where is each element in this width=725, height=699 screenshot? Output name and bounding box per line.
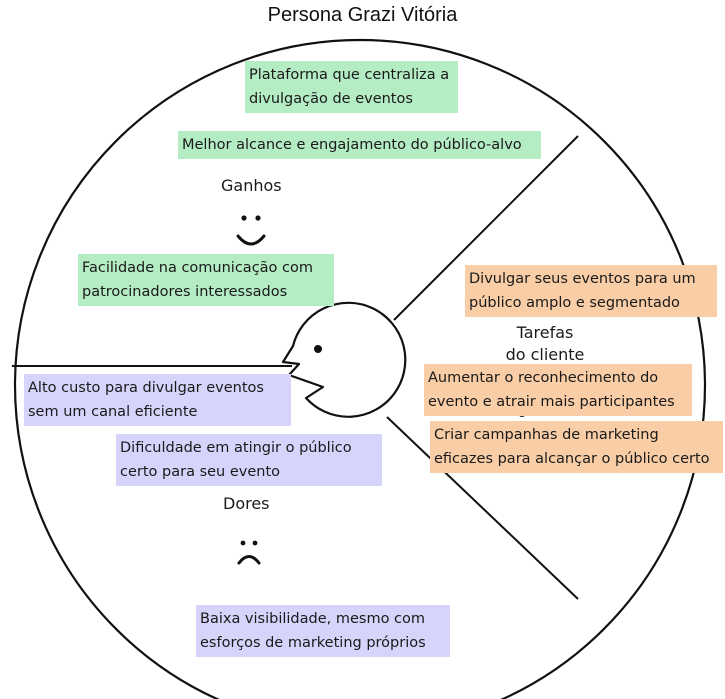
gain-note-centralized-platform: Plataforma que centraliza a divulgação d… bbox=[245, 61, 458, 113]
profile-circle bbox=[14, 39, 706, 699]
note-text: Criar campanhas de marketing eficazes pa… bbox=[434, 427, 710, 467]
pains-label: Dores bbox=[223, 494, 270, 513]
divider-upper-right bbox=[393, 135, 579, 321]
smiley-face-icon bbox=[236, 215, 266, 246]
note-text: Alto custo para divulgar eventos sem um … bbox=[28, 380, 264, 420]
gains-label: Ganhos bbox=[221, 176, 282, 195]
note-text: Facilidade na comunicação com patrocinad… bbox=[82, 260, 314, 300]
gain-note-better-reach: Melhor alcance e engajamento do público-… bbox=[178, 131, 541, 159]
note-text: Aumentar o reconhecimento do evento e at… bbox=[428, 370, 675, 410]
customer-head-icon bbox=[281, 301, 407, 418]
jobs-label-line2: do cliente bbox=[505, 345, 585, 364]
jobs-label: Tarefas do cliente bbox=[500, 322, 590, 366]
pain-note-high-cost: Alto custo para divulgar eventos sem um … bbox=[24, 374, 291, 426]
job-note-marketing-campaigns: Criar campanhas de marketing eficazes pa… bbox=[430, 421, 723, 473]
sad-face-icon bbox=[237, 540, 261, 565]
job-note-promote-events: Divulgar seus eventos para um público am… bbox=[465, 265, 717, 317]
job-note-increase-recognition: Aumentar o reconhecimento do evento e at… bbox=[424, 364, 692, 416]
customer-eye-icon bbox=[314, 345, 322, 353]
note-text: Dificuldade em atingir o público certo p… bbox=[120, 440, 352, 480]
note-text: Baixa visibilidade, mesmo com esforços d… bbox=[200, 611, 426, 651]
pain-note-reaching-audience: Dificuldade em atingir o público certo p… bbox=[116, 434, 382, 486]
note-text: Melhor alcance e engajamento do público-… bbox=[182, 137, 522, 153]
note-text: Plataforma que centraliza a divulgação d… bbox=[249, 67, 450, 107]
page-title: Persona Grazi Vitória bbox=[267, 4, 458, 26]
note-text: Divulgar seus eventos para um público am… bbox=[469, 271, 696, 311]
divider-lower-right bbox=[386, 416, 579, 600]
gain-note-sponsor-communication: Facilidade na comunicação com patrocinad… bbox=[78, 254, 334, 306]
jobs-label-line1: Tarefas bbox=[516, 323, 574, 342]
pain-note-low-visibility: Baixa visibilidade, mesmo com esforços d… bbox=[196, 605, 450, 657]
